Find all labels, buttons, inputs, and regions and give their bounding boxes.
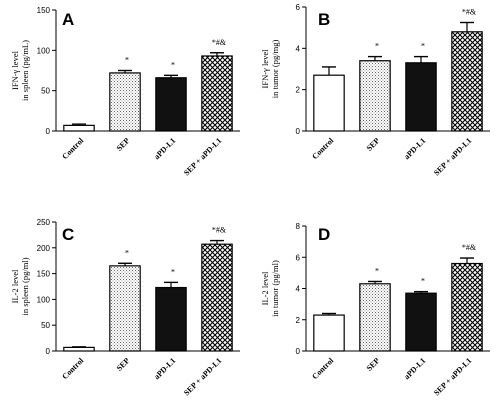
bar xyxy=(313,74,345,132)
category-label: Control xyxy=(310,356,336,382)
significance-label: *#& xyxy=(462,243,477,252)
y-axis-label-line: in spleen (pg/mL) xyxy=(20,40,30,101)
y-axis-label: IFN-γ levelin tumor (pg/mg) xyxy=(260,40,280,99)
y-tick-label: 6 xyxy=(296,3,301,12)
significance-label: *#& xyxy=(212,226,227,235)
y-axis-label-line: IFN-γ level xyxy=(10,50,20,90)
bar xyxy=(201,243,233,352)
significance-label: * xyxy=(125,56,129,65)
bar xyxy=(155,286,187,352)
significance-label: * xyxy=(375,42,379,51)
y-axis-label-line: in spleen (pg/ml) xyxy=(20,257,30,315)
category-label: aPD-L1 xyxy=(152,356,177,381)
y-tick-label: 0 xyxy=(296,127,301,136)
y-axis-label-line: IL-2 level xyxy=(260,271,270,305)
chart-panel-c: 0 50 100 150 200 250 IL-2 levelin spleen (pg/m… xyxy=(10,218,240,397)
y-tick-label: 100 xyxy=(37,46,51,55)
category-label: aPD-L1 xyxy=(152,136,177,161)
y-axis-label-line: IFN-γ level xyxy=(260,49,270,89)
category-label: SEP xyxy=(365,356,382,373)
category-label: aPD-L1 xyxy=(402,136,427,161)
category-label: SEP + aPD-L1 xyxy=(182,136,223,177)
category-label: SEP xyxy=(365,136,382,153)
panel-letter: A xyxy=(62,10,74,29)
y-tick-label: 50 xyxy=(41,87,50,96)
y-tick-label: 150 xyxy=(37,6,51,15)
significance-label: *#& xyxy=(212,38,227,47)
y-tick-label: 250 xyxy=(37,218,51,227)
bar xyxy=(63,124,95,132)
significance-label: * xyxy=(421,42,425,51)
category-label: Control xyxy=(60,356,86,382)
y-axis-label-line: IL-2 level xyxy=(10,269,20,303)
significance-label: * xyxy=(171,60,175,69)
y-tick-label: 0 xyxy=(46,347,51,356)
y-tick-label: 100 xyxy=(37,295,51,304)
bar xyxy=(451,31,483,132)
category-label: aPD-L1 xyxy=(402,356,427,381)
y-tick-label: 6 xyxy=(296,253,301,262)
chart-panel-a: 0 50 100 150 IFN-γ levelin spleen (pg/mL) A Co… xyxy=(10,6,240,177)
bar xyxy=(359,283,391,352)
y-tick-label: 0 xyxy=(46,127,51,136)
y-axis-label: IFN-γ levelin spleen (pg/mL) xyxy=(10,40,30,101)
y-tick-label: 150 xyxy=(37,270,51,279)
category-label: SEP xyxy=(115,356,132,373)
y-axis-label-line: in tumor (pg/ml) xyxy=(270,260,280,317)
significance-label: * xyxy=(171,267,175,276)
bar xyxy=(359,60,391,132)
category-label: SEP + aPD-L1 xyxy=(432,356,473,397)
y-tick-label: 4 xyxy=(296,44,301,53)
y-axis-label: IL-2 levelin spleen (pg/ml) xyxy=(10,257,30,315)
y-tick-label: 2 xyxy=(296,316,301,325)
chart-panel-b: 0 2 4 6 IFN-γ levelin tumor (pg/mg) B Control *… xyxy=(260,3,490,177)
y-tick-label: 0 xyxy=(296,347,301,356)
significance-label: * xyxy=(375,266,379,275)
y-tick-label: 4 xyxy=(296,285,301,294)
bar xyxy=(201,55,233,132)
bar xyxy=(155,77,187,132)
y-axis-label-line: in tumor (pg/mg) xyxy=(270,40,280,99)
y-tick-label: 50 xyxy=(41,321,50,330)
panel-letter: D xyxy=(318,225,330,244)
y-tick-label: 200 xyxy=(37,244,51,253)
bar xyxy=(63,346,95,352)
chart-panel-d: 0 2 4 6 8 IL-2 levelin tumor (pg/ml) D Control *… xyxy=(260,222,490,397)
category-label: SEP + aPD-L1 xyxy=(182,356,223,397)
bar xyxy=(405,62,437,132)
significance-label: * xyxy=(421,277,425,286)
panel-letter: B xyxy=(318,10,330,29)
y-axis-label: IL-2 levelin tumor (pg/ml) xyxy=(260,260,280,317)
bar xyxy=(451,262,483,352)
category-label: Control xyxy=(60,136,86,162)
y-tick-label: 8 xyxy=(296,222,301,231)
category-label: SEP xyxy=(115,136,132,153)
bar xyxy=(109,265,141,352)
bar xyxy=(405,292,437,352)
category-label: SEP + aPD-L1 xyxy=(432,136,473,177)
panel-letter: C xyxy=(62,225,74,244)
significance-label: *#& xyxy=(462,8,477,17)
category-label: Control xyxy=(310,136,336,162)
bar xyxy=(109,72,141,132)
bar xyxy=(313,314,345,352)
significance-label: * xyxy=(125,248,129,257)
y-tick-label: 2 xyxy=(296,86,301,95)
